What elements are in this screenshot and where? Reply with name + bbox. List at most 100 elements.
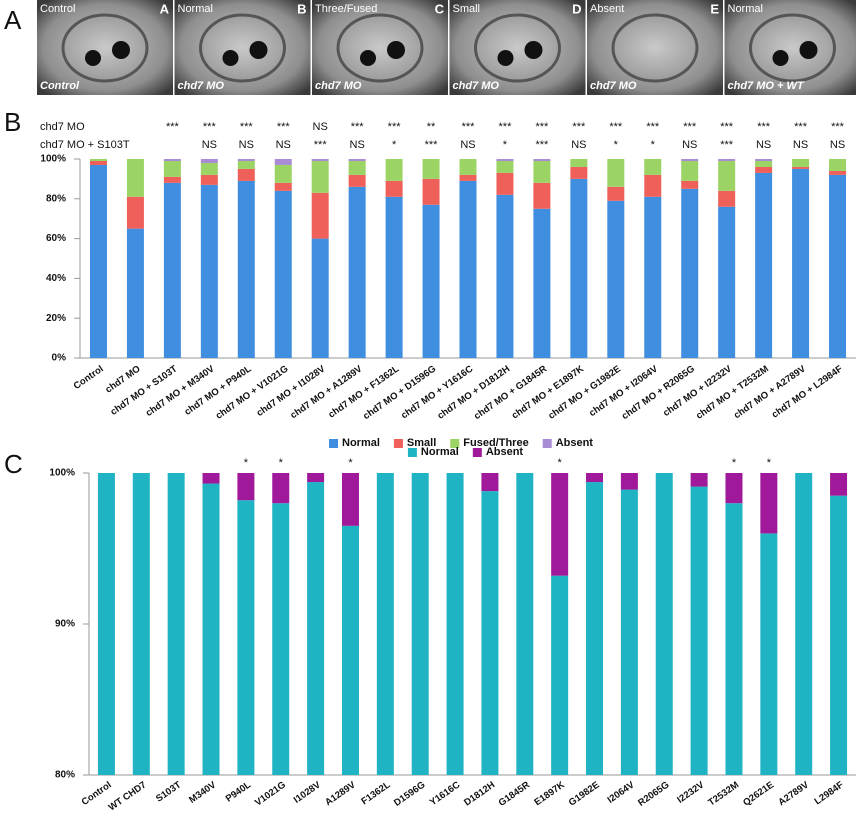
x-tick-label: Q2621E — [741, 780, 776, 809]
image-letter: A — [160, 1, 170, 16]
bar-segment — [90, 161, 107, 165]
bar-segment — [238, 159, 255, 161]
significance: *** — [314, 139, 328, 151]
bar-segment — [98, 473, 115, 775]
bar-segment — [792, 159, 809, 167]
x-tick-label: D1596G — [392, 780, 427, 809]
significance: *** — [277, 121, 291, 133]
significance: *** — [203, 121, 217, 133]
bar-segment — [533, 159, 550, 161]
bar-segment — [127, 229, 144, 358]
image-tag: Small — [453, 3, 481, 15]
x-tick-label: G1845R — [497, 779, 532, 808]
significance: *** — [572, 121, 586, 133]
bar-segment — [586, 473, 603, 482]
bar-segment — [551, 473, 568, 576]
bar-segment — [830, 496, 847, 775]
bar-segment — [275, 165, 292, 183]
significance: ** — [427, 121, 436, 133]
significance: * — [651, 139, 656, 151]
bar-segment — [570, 179, 587, 358]
image-tag: Control — [40, 3, 75, 15]
significance: NS — [313, 121, 328, 133]
significance: *** — [757, 121, 771, 133]
significance: *** — [831, 121, 845, 133]
otolith — [112, 41, 130, 59]
bar-segment — [792, 169, 809, 358]
otolith — [360, 50, 376, 66]
bar-segment — [164, 183, 181, 358]
bar-segment — [718, 191, 735, 207]
bar-segment — [377, 473, 394, 775]
x-tick-label: G1982E — [567, 780, 602, 809]
x-tick-label: R2065G — [636, 780, 671, 809]
bar-segment — [481, 473, 498, 491]
bar-segment — [607, 187, 624, 201]
y-tick-label: 100% — [40, 154, 66, 165]
bar-segment — [718, 207, 735, 358]
bar-segment — [681, 159, 698, 161]
bar-segment — [829, 171, 846, 175]
bar-segment — [164, 177, 181, 183]
bar-segment — [238, 161, 255, 169]
bar-segment — [312, 161, 329, 193]
significance: *** — [535, 121, 549, 133]
bar-segment — [496, 161, 513, 173]
significance: *** — [720, 121, 734, 133]
bar-segment — [168, 473, 185, 775]
bar-segment — [349, 161, 366, 175]
significance: NS — [756, 139, 771, 151]
image-letter: D — [572, 1, 581, 16]
bar-segment — [533, 183, 550, 209]
bar-segment — [725, 503, 742, 775]
image-caption: Control — [40, 80, 80, 92]
significance: * — [732, 457, 737, 469]
image-letter: B — [297, 1, 306, 16]
significance: *** — [646, 121, 660, 133]
bar-segment — [551, 576, 568, 775]
bar-segment — [533, 161, 550, 183]
significance: * — [614, 139, 619, 151]
image-caption: chd7 MO — [453, 80, 500, 92]
bar-segment — [203, 484, 220, 775]
x-tick-label: A2789V — [776, 779, 811, 808]
image-letter: C — [435, 1, 445, 16]
legend-label: Normal — [342, 437, 380, 449]
legend-label: Absent — [486, 446, 524, 458]
significance: *** — [609, 121, 623, 133]
image-caption: chd7 MO — [315, 80, 362, 92]
significance: *** — [499, 121, 513, 133]
legend-swatch — [408, 448, 417, 457]
x-tick-label: M340V — [187, 779, 219, 806]
bar-segment — [312, 239, 329, 358]
y-tick-label: 80% — [46, 193, 66, 204]
y-tick-label: 0% — [52, 353, 67, 364]
bar-segment — [829, 175, 846, 358]
image-tag: Normal — [728, 3, 763, 15]
bar-segment — [349, 187, 366, 358]
bar-segment — [570, 167, 587, 179]
otolith — [498, 50, 514, 66]
bar-segment — [237, 500, 254, 775]
bar-segment — [164, 159, 181, 161]
otolith — [525, 41, 543, 59]
bar-segment — [681, 189, 698, 358]
x-tick-label: E1897K — [532, 779, 567, 808]
bar-segment — [307, 482, 324, 775]
bar-segment — [621, 490, 638, 775]
significance: NS — [793, 139, 808, 151]
bar-segment — [681, 181, 698, 189]
significance: NS — [239, 139, 254, 151]
panel-label: B — [4, 107, 21, 137]
image-caption: chd7 MO — [590, 80, 637, 92]
bar-segment — [386, 159, 403, 181]
bar-segment — [718, 161, 735, 191]
significance: NS — [830, 139, 845, 151]
bar-segment — [386, 197, 403, 358]
bar-segment — [447, 473, 464, 775]
y-tick-label: 90% — [55, 619, 75, 630]
otolith — [85, 50, 101, 66]
bar-segment — [586, 482, 603, 775]
panel-label: A — [4, 5, 22, 35]
